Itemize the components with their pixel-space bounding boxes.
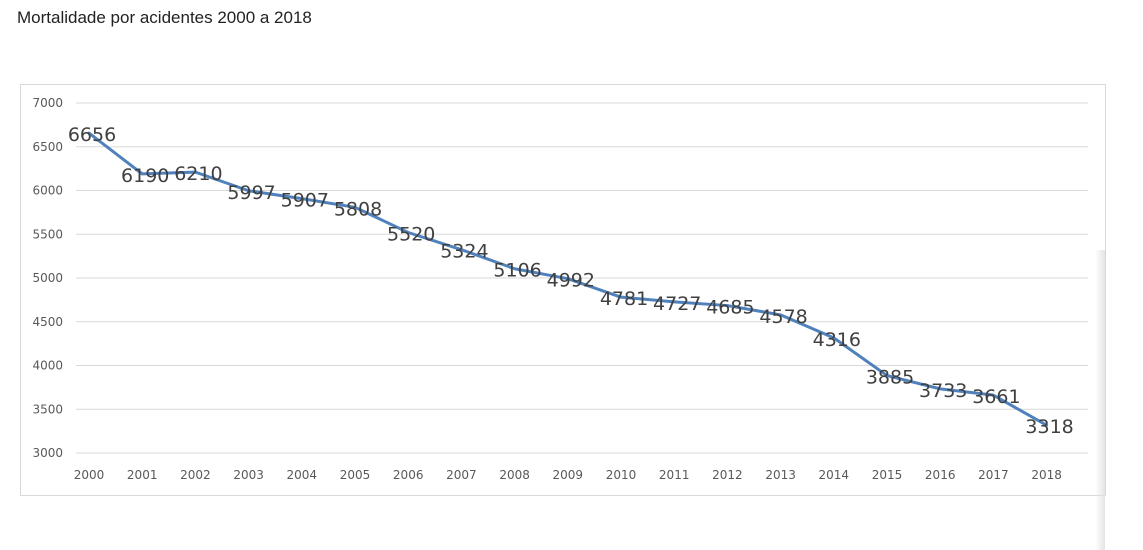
data-label: 3733 [919,380,967,402]
x-tick-label: 2002 [180,468,211,482]
chart-area: 3000 3500 4000 4500 5000 5500 6000 6500 7000 200… [20,84,1106,550]
x-tick-label: 2015 [872,468,903,482]
data-label: 5520 [387,224,435,246]
scroll-edge-shadow [1095,250,1105,550]
data-label: 5907 [281,190,329,212]
x-tick-label: 2013 [765,468,796,482]
series-line [87,131,1049,427]
x-tick-label: 2007 [446,468,477,482]
y-tick-label: 4000 [32,359,63,373]
data-label: 5997 [227,182,275,204]
y-tick-label: 5000 [32,271,63,285]
x-tick-label: 2016 [925,468,956,482]
data-label: 5324 [440,241,488,263]
x-tick-label: 2003 [233,468,264,482]
data-label: 4685 [706,297,754,319]
x-axis-ticks: 2000 2001 2002 2003 2004 2005 2006 2007 2008 2009… [74,468,1062,482]
y-tick-label: 4500 [32,315,63,329]
y-tick-label: 6000 [32,184,63,198]
y-tick-label: 7000 [32,96,63,110]
data-label: 4992 [547,270,595,292]
x-tick-label: 2010 [606,468,637,482]
data-label: 4727 [653,293,701,315]
y-tick-label: 5500 [32,227,63,241]
x-tick-label: 2018 [1031,468,1062,482]
x-tick-label: 2001 [127,468,158,482]
x-tick-label: 2011 [659,468,690,482]
x-tick-label: 2012 [712,468,743,482]
data-label: 6210 [174,163,222,185]
data-label: 5106 [493,260,541,282]
y-tick-label: 6500 [32,140,63,154]
data-label: 4316 [813,329,861,351]
data-label: 5808 [334,198,382,220]
data-label: 6656 [68,124,116,146]
x-tick-label: 2009 [553,468,584,482]
x-tick-label: 2017 [978,468,1009,482]
x-tick-label: 2006 [393,468,424,482]
data-label: 6190 [121,165,169,187]
data-label: 4781 [600,288,648,310]
data-label: 3661 [972,386,1020,408]
line-chart: 3000 3500 4000 4500 5000 5500 6000 6500 7000 200… [32,96,1088,482]
x-tick-label: 2000 [74,468,105,482]
page-title: Mortalidade por acidentes 2000 a 2018 [17,8,312,27]
y-tick-label: 3500 [32,402,63,416]
data-label: 3885 [866,367,914,389]
x-tick-label: 2004 [287,468,318,482]
x-tick-label: 2008 [499,468,530,482]
y-axis-ticks: 3000 3500 4000 4500 5000 5500 6000 6500 7000 [32,96,63,460]
x-tick-label: 2005 [340,468,371,482]
data-label: 3318 [1025,416,1073,438]
y-tick-label: 3000 [32,446,63,460]
data-label: 4578 [759,306,807,328]
x-tick-label: 2014 [819,468,850,482]
series-line-layer [87,131,1049,427]
